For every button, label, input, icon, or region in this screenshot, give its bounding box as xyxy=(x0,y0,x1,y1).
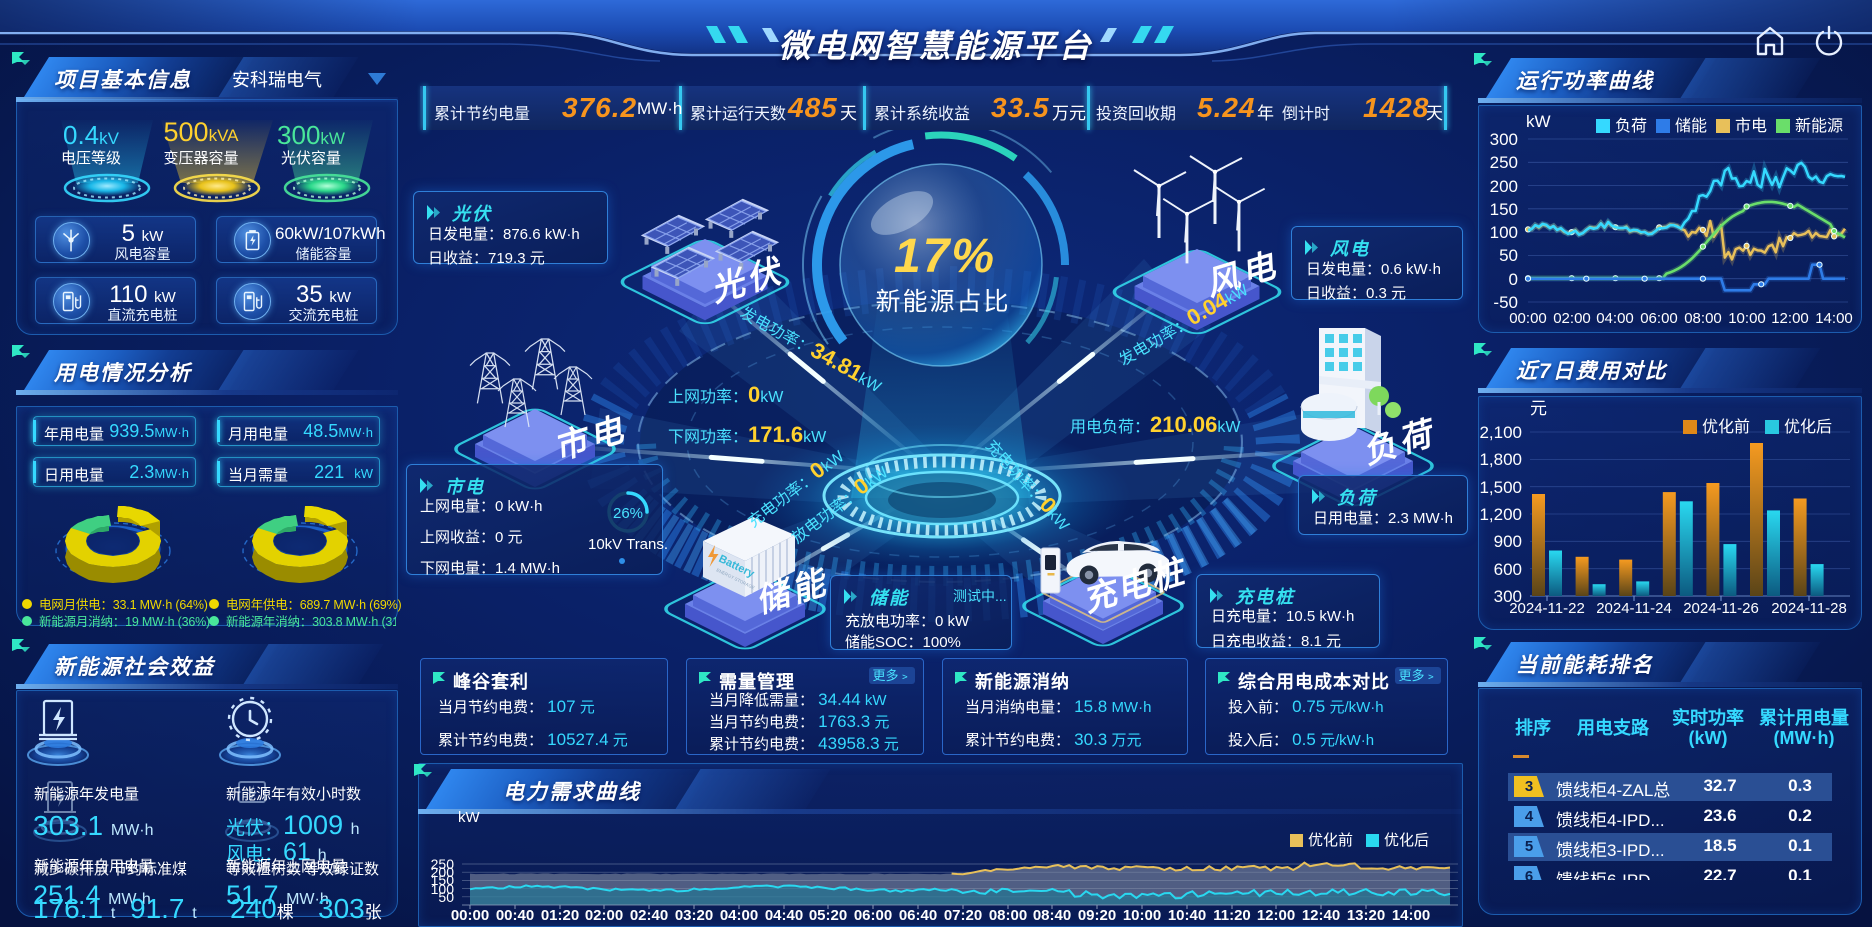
svg-text:1,500: 1,500 xyxy=(1479,478,1522,497)
svg-text:10:40: 10:40 xyxy=(1168,907,1206,924)
svg-text:100: 100 xyxy=(1490,223,1518,242)
svg-text:100: 100 xyxy=(431,881,455,897)
svg-text:900: 900 xyxy=(1494,532,1522,551)
svg-text:12:00: 12:00 xyxy=(1257,907,1295,924)
svg-text:04:40: 04:40 xyxy=(765,907,803,924)
svg-text:02:40: 02:40 xyxy=(630,907,668,924)
svg-text:08:40: 08:40 xyxy=(1033,907,1071,924)
svg-text:200: 200 xyxy=(431,864,455,880)
svg-text:06:00: 06:00 xyxy=(1640,310,1678,327)
svg-text:新能源占比: 新能源占比 xyxy=(875,288,1010,316)
svg-text:250: 250 xyxy=(431,856,455,872)
svg-text:200: 200 xyxy=(1490,177,1518,196)
svg-text:00:00: 00:00 xyxy=(1509,310,1547,327)
svg-text:01:20: 01:20 xyxy=(541,907,579,924)
svg-text:用电负荷：210.06kW: 用电负荷：210.06kW xyxy=(1070,412,1241,437)
svg-text:优化后: 优化后 xyxy=(1384,832,1429,849)
svg-text:600: 600 xyxy=(1494,560,1522,579)
svg-text:kW: kW xyxy=(458,809,481,826)
svg-text:08:00: 08:00 xyxy=(989,907,1027,924)
svg-text:11:20: 11:20 xyxy=(1213,907,1251,924)
svg-text:优化前: 优化前 xyxy=(1308,832,1353,849)
svg-text:负荷: 负荷 xyxy=(1615,117,1647,135)
svg-text:2,100: 2,100 xyxy=(1479,423,1522,442)
svg-text:新能源: 新能源 xyxy=(1795,117,1843,135)
svg-text:市电: 市电 xyxy=(1735,117,1767,135)
svg-text:00:00: 00:00 xyxy=(451,907,489,924)
svg-text:50: 50 xyxy=(1499,246,1518,265)
svg-text:kW: kW xyxy=(1526,112,1551,131)
svg-text:300: 300 xyxy=(1490,130,1518,149)
svg-text:08:00: 08:00 xyxy=(1684,310,1722,327)
svg-text:04:00: 04:00 xyxy=(1596,310,1634,327)
svg-text:26%: 26% xyxy=(613,505,643,522)
svg-text:300: 300 xyxy=(1494,587,1522,606)
svg-text:02:00: 02:00 xyxy=(585,907,623,924)
svg-text:元: 元 xyxy=(1530,399,1547,418)
svg-text:00:40: 00:40 xyxy=(496,907,534,924)
svg-text:07:20: 07:20 xyxy=(944,907,982,924)
svg-text:2024-11-26: 2024-11-26 xyxy=(1683,600,1759,617)
svg-text:优化后: 优化后 xyxy=(1784,418,1832,436)
svg-text:0: 0 xyxy=(1509,270,1518,289)
svg-text:06:40: 06:40 xyxy=(899,907,937,924)
svg-text:优化前: 优化前 xyxy=(1702,418,1750,436)
svg-text:150: 150 xyxy=(1490,200,1518,219)
svg-text:2024-11-28: 2024-11-28 xyxy=(1771,600,1847,617)
svg-text:2024-11-22: 2024-11-22 xyxy=(1509,600,1585,617)
svg-text:04:00: 04:00 xyxy=(720,907,758,924)
svg-text:150: 150 xyxy=(431,872,455,888)
svg-text:09:20: 09:20 xyxy=(1078,907,1116,924)
svg-text:50: 50 xyxy=(438,889,454,905)
svg-text:14:00: 14:00 xyxy=(1815,310,1853,327)
svg-text:03:20: 03:20 xyxy=(675,907,713,924)
svg-text:2024-11-24: 2024-11-24 xyxy=(1596,600,1672,617)
svg-text:06:00: 06:00 xyxy=(854,907,892,924)
svg-text:05:20: 05:20 xyxy=(809,907,847,924)
svg-text:12:40: 12:40 xyxy=(1302,907,1340,924)
svg-text:10:00: 10:00 xyxy=(1728,310,1766,327)
svg-text:13:20: 13:20 xyxy=(1347,907,1385,924)
svg-text:250: 250 xyxy=(1490,153,1518,172)
svg-text:12:00: 12:00 xyxy=(1771,310,1809,327)
svg-text:17%: 17% xyxy=(894,230,996,283)
svg-text:1,800: 1,800 xyxy=(1479,450,1522,469)
svg-text:14:00: 14:00 xyxy=(1392,907,1430,924)
svg-text:1,200: 1,200 xyxy=(1479,505,1522,524)
svg-text:储能: 储能 xyxy=(1675,117,1707,135)
svg-text:02:00: 02:00 xyxy=(1553,310,1591,327)
svg-text:10:00: 10:00 xyxy=(1123,907,1161,924)
svg-text:-50: -50 xyxy=(1493,293,1518,312)
